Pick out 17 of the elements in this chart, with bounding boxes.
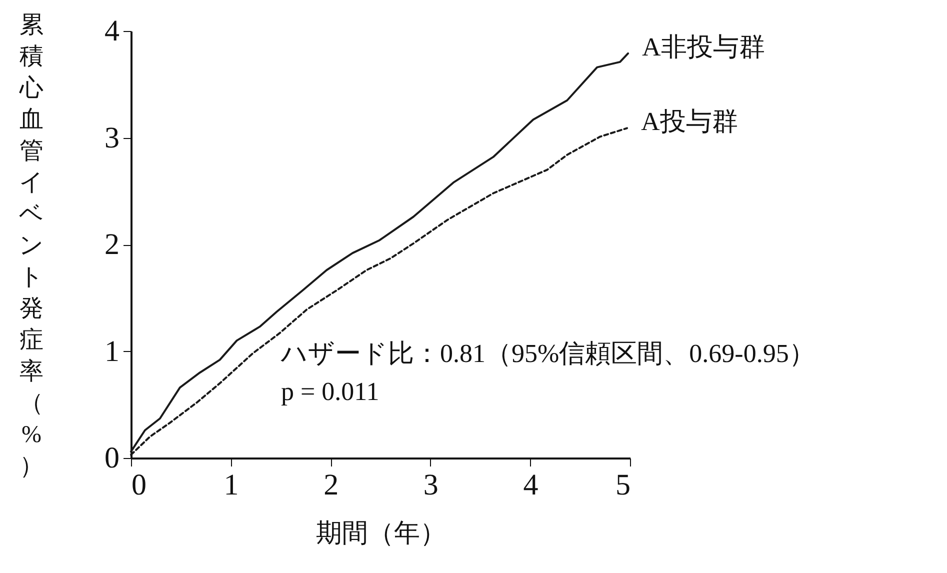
x-tick-label: 1 [224, 468, 239, 502]
x-tick-label: 3 [423, 468, 438, 502]
series-label: A非投与群 [642, 32, 765, 62]
annotation: p = 0.011 [281, 377, 380, 406]
x-tick-label: 5 [616, 468, 630, 502]
text: 累積心血管イベント発症率（%） [19, 12, 44, 480]
annotation: ハザード比：0.81（95%信頼区間、0.69-0.95） [280, 339, 815, 368]
y-tick-label: 1 [104, 334, 120, 368]
x-tick-label: 0 [132, 468, 146, 502]
y-tick-label: 2 [104, 228, 120, 261]
x-tick-label: 2 [324, 468, 339, 502]
y-tick-label: 4 [104, 14, 120, 48]
y-tick-label: 3 [104, 121, 120, 154]
y-tick-label: 0 [104, 442, 120, 474]
series-label: A投与群 [641, 107, 738, 136]
x-tick-label: 4 [523, 468, 538, 502]
x-axis-title: 期間（年） [316, 518, 446, 548]
